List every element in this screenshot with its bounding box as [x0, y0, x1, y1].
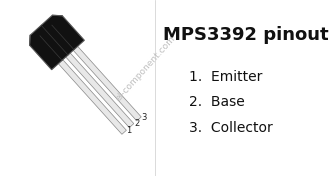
Text: 1: 1	[127, 126, 132, 135]
Text: 3.  Collector: 3. Collector	[189, 121, 273, 135]
Text: MPS3392 pinout: MPS3392 pinout	[163, 26, 329, 44]
Text: 2.  Base: 2. Base	[189, 95, 245, 109]
Text: 2: 2	[134, 119, 139, 128]
Text: 1.  Emitter: 1. Emitter	[189, 70, 263, 84]
Polygon shape	[29, 15, 84, 70]
Text: el-component.com: el-component.com	[113, 33, 177, 103]
Polygon shape	[58, 60, 126, 134]
Text: 3: 3	[141, 113, 147, 122]
Polygon shape	[66, 53, 134, 128]
Polygon shape	[73, 46, 141, 121]
